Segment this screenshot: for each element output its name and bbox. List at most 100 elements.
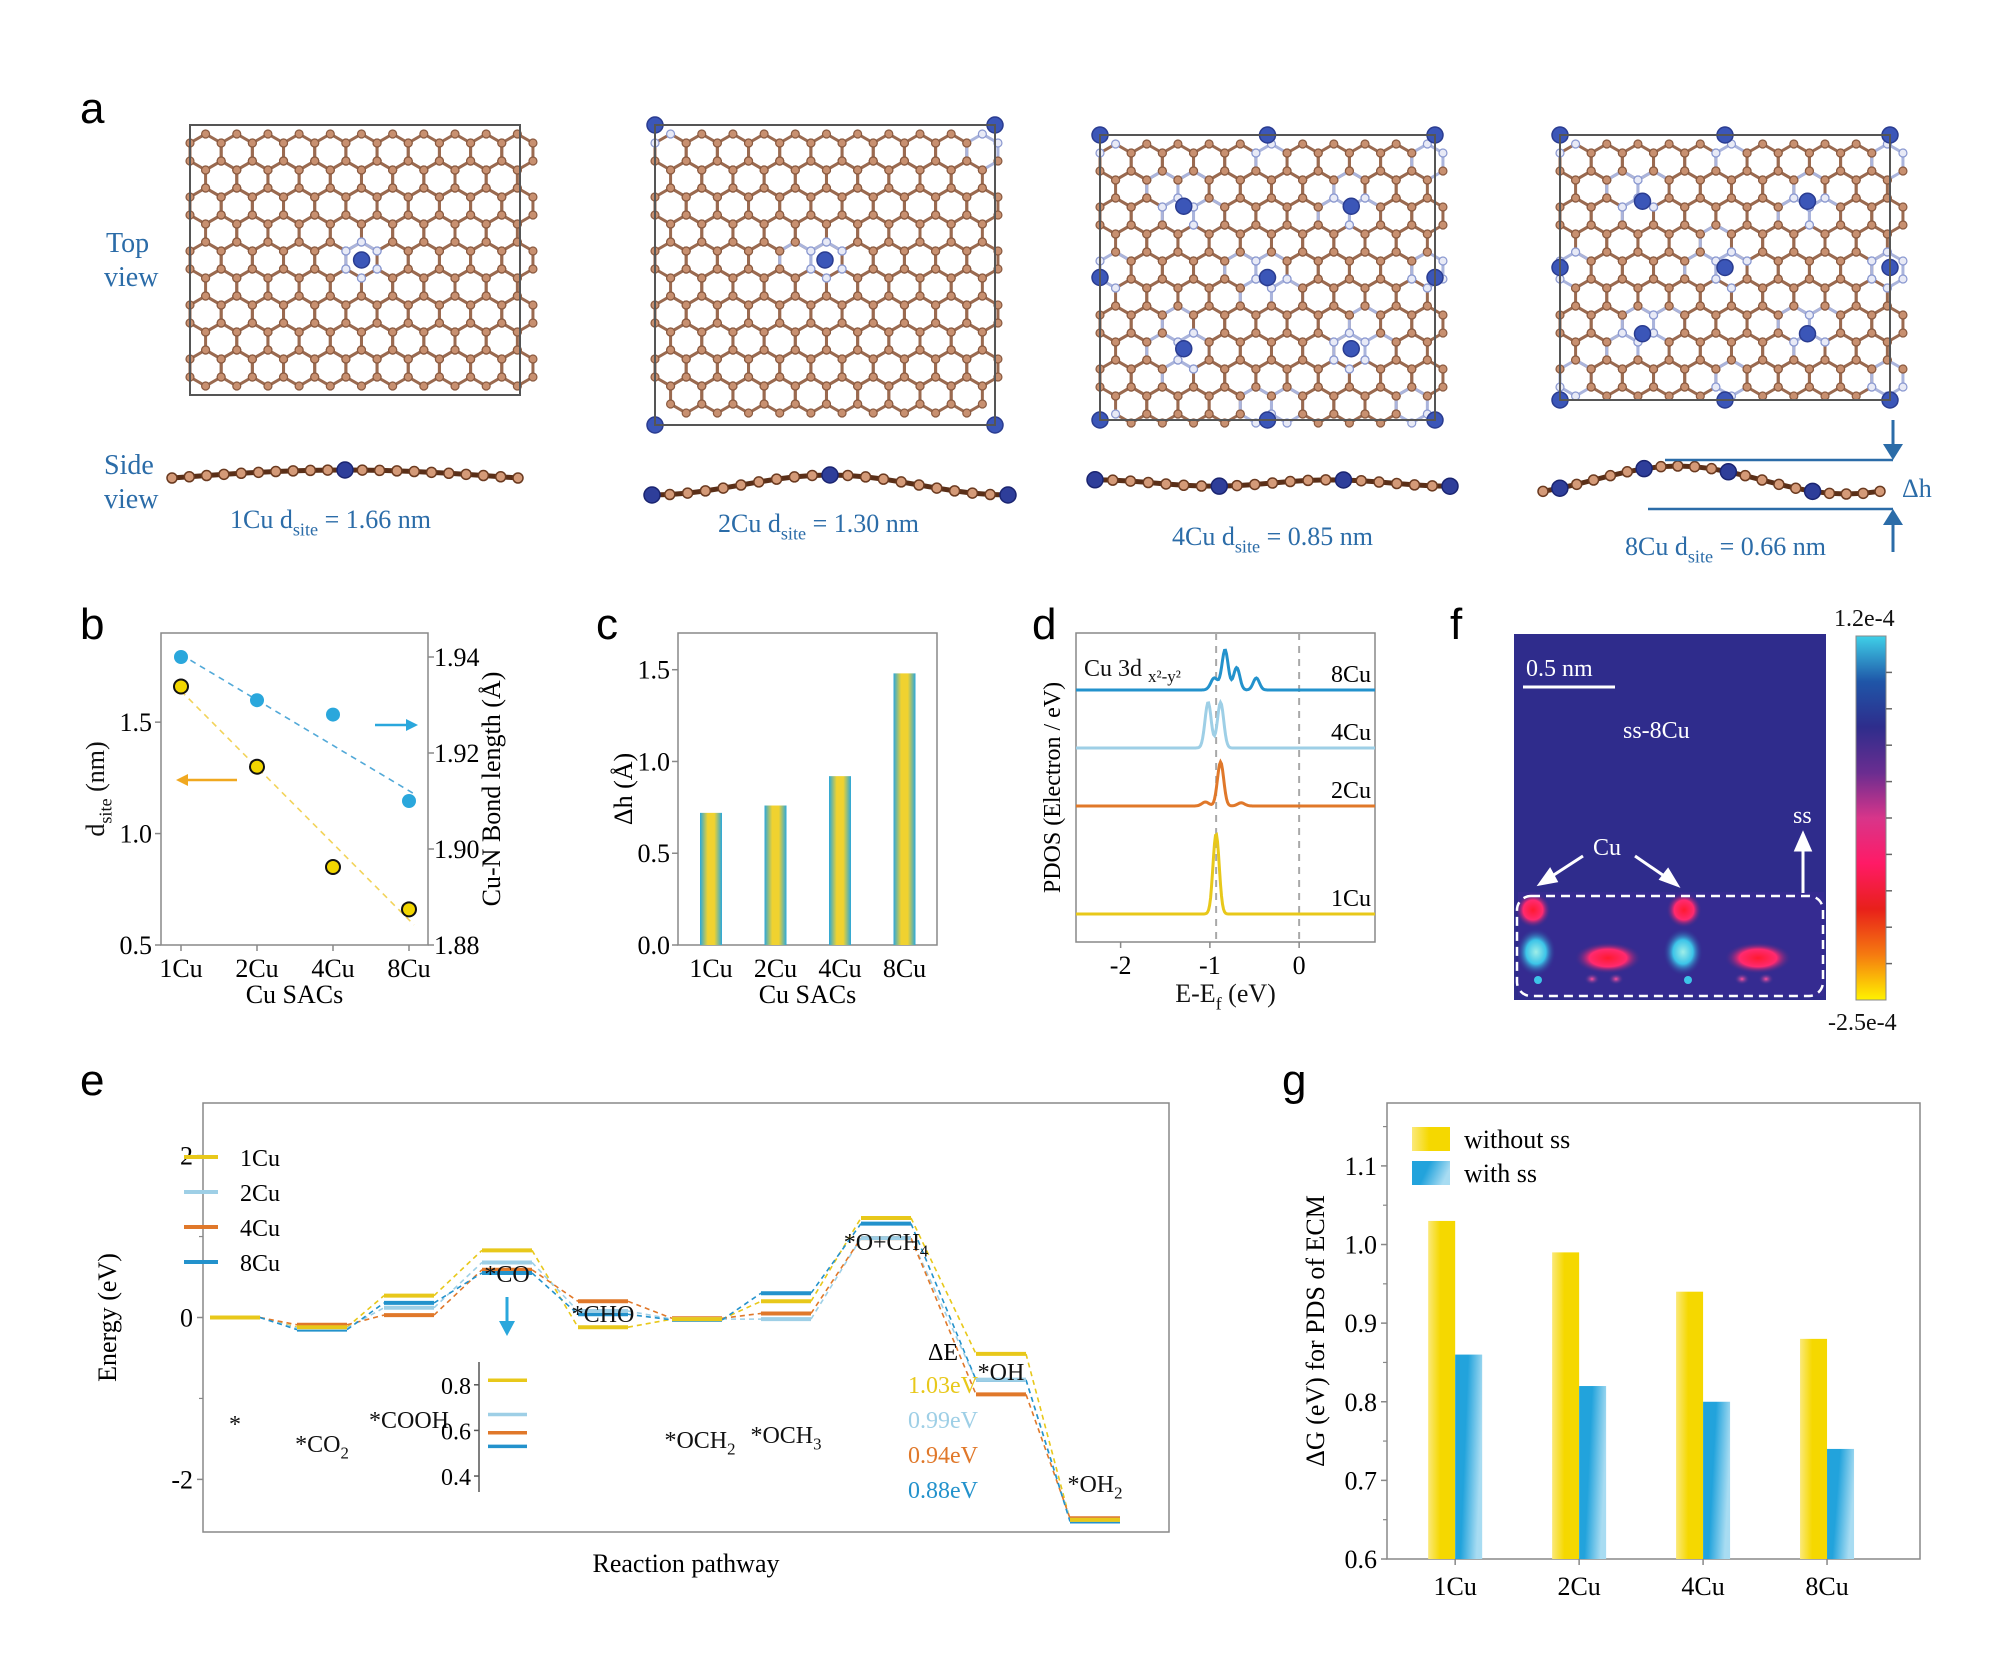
c-atom-side (1857, 487, 1869, 500)
c-atom-side (770, 473, 783, 485)
panel-letter-e: e (80, 1056, 105, 1105)
x-tick-label: 8Cu (387, 954, 430, 983)
c-atom-side (931, 482, 943, 494)
bar-2Cu (764, 805, 787, 945)
cu-atom-side (999, 486, 1017, 504)
c-atom-side (664, 488, 676, 501)
connector (531, 1269, 579, 1302)
panel-letter-a: a (80, 84, 105, 133)
c-atom-side (321, 464, 334, 476)
c-atom-side (1756, 474, 1768, 486)
lattice-top-view (1095, 139, 1448, 428)
structure-8Cu: 8Cu dsite = 0.66 nm (1537, 126, 1908, 566)
chart-c: 0.0 0.5 1.0 1.5 1Cu 2Cu 4Cu 8Cu Cu SACs Δh (Å) (609, 632, 938, 1009)
scale-bar-label: 0.5 nm (1526, 656, 1593, 682)
connector (259, 1316, 298, 1331)
step-label-5: *OCH2 (664, 1428, 735, 1459)
c-atom-side (1672, 460, 1684, 472)
chart-d: -2 -1 0 1Cu 2Cu 4Cu 8Cu Cu 3d x²-y² E-Ef (eV) PDO… (1040, 632, 1376, 1013)
bar-without-ss-8Cu (1800, 1338, 1828, 1559)
c-atom-side (984, 488, 996, 501)
c-atom-side (270, 465, 282, 478)
legend-label-with-ss: with ss (1464, 1159, 1537, 1188)
structure-2Cu: 2Cu dsite = 1.30 nm (643, 116, 1017, 543)
bar-with-ss-1Cu (1455, 1354, 1483, 1559)
connector (346, 1307, 385, 1329)
c-atom-side (753, 476, 765, 488)
colorbar-max-label: 1.2e-4 (1834, 606, 1895, 632)
x-axis-label: Cu SACs (246, 980, 344, 1009)
trendline-Cu-N-bond-length (180, 653, 415, 795)
c-atom-side (1874, 485, 1886, 498)
y-tick-label: 1.5 (638, 656, 671, 685)
c-atom-side (408, 465, 420, 478)
cu-atom-side (1210, 477, 1228, 495)
c-atom-side (1195, 480, 1208, 492)
bar-with-ss-4Cu (1703, 1401, 1731, 1559)
c-atom-side (304, 464, 317, 477)
cu-atom-side (1551, 479, 1569, 497)
y-axis-label: dsite (nm) (81, 741, 115, 836)
panel-letter-b: b (80, 600, 105, 649)
pdos-line-4Cu (1076, 698, 1375, 750)
legend-label-4Cu: 4Cu (240, 1216, 280, 1242)
connector (433, 1249, 483, 1297)
step-label-3: *CO (484, 1262, 529, 1288)
c-atom-side (425, 466, 438, 479)
connector (910, 1217, 977, 1355)
x-tick-label: 1Cu (689, 954, 732, 983)
cu-atom (1175, 197, 1193, 215)
cu-atom (1342, 340, 1360, 358)
cu-atom (352, 251, 371, 269)
y-tick-label: 0.8 (1345, 1388, 1378, 1417)
c-atom-side (1408, 479, 1421, 491)
c-atom-side (1688, 460, 1701, 473)
unit-cell-box (1559, 134, 1891, 401)
structure-4Cu: 4Cu dsite = 0.85 nm (1086, 126, 1459, 556)
ss-label: ss (1793, 803, 1812, 829)
c-atom-side (1124, 475, 1137, 487)
inset-y-tick-label: 0.6 (441, 1419, 471, 1445)
connector (810, 1237, 862, 1320)
cu-atom (1175, 340, 1193, 358)
arrow-right-head (406, 719, 418, 731)
c-atom-side (1249, 478, 1261, 491)
inset-y-tick-label: 0.4 (441, 1465, 471, 1491)
c-atom-side (1302, 474, 1314, 487)
plot-frame (677, 632, 938, 946)
connector (259, 1316, 298, 1326)
y-tick-label: 0.0 (638, 931, 671, 960)
legend-swatch-without-ss (1412, 1127, 1450, 1151)
c-atom-side (1391, 477, 1403, 490)
c-atom-side (1266, 477, 1279, 489)
bar-with-ss-2Cu (1579, 1386, 1607, 1559)
delta-e-value-1Cu: 1.03eV (908, 1373, 979, 1399)
c-atom-side (443, 467, 455, 480)
bar-with-ss-8Cu (1827, 1448, 1855, 1559)
cu-arrows (1536, 830, 1813, 893)
pdos-line-8Cu (1076, 648, 1375, 692)
lattice-top-view (185, 129, 538, 391)
point-bond-length-8Cu (402, 794, 416, 808)
c-atom-side (356, 464, 369, 476)
c-atom-side (252, 466, 265, 479)
c-atom-side (1739, 469, 1751, 482)
y-tick-label: 1.0 (120, 820, 153, 849)
c-atom-side (287, 465, 299, 477)
c-atom-side (477, 469, 490, 482)
c-atom-side (859, 471, 872, 483)
energy-series-1Cu (259, 1217, 1071, 1521)
y-tick-label: 0 (180, 1304, 193, 1333)
structure-1Cu: 1Cu dsite = 1.66 nm (166, 124, 538, 539)
series-label-4Cu: 4Cu (1331, 720, 1371, 746)
c-atom-side (1178, 479, 1190, 492)
unit-cell-box (189, 124, 521, 396)
x-axis-label: Cu SACs (759, 980, 857, 1009)
c-atom-side (1231, 479, 1243, 492)
point-dsite-4Cu (325, 859, 341, 875)
side-view-label-2: view (104, 484, 159, 515)
step-label-4: *CHO (572, 1302, 635, 1328)
y-axis-label: Energy (eV) (93, 1253, 122, 1382)
c-atom-side (1790, 482, 1802, 494)
x-tick-label: 4Cu (1681, 1572, 1724, 1600)
